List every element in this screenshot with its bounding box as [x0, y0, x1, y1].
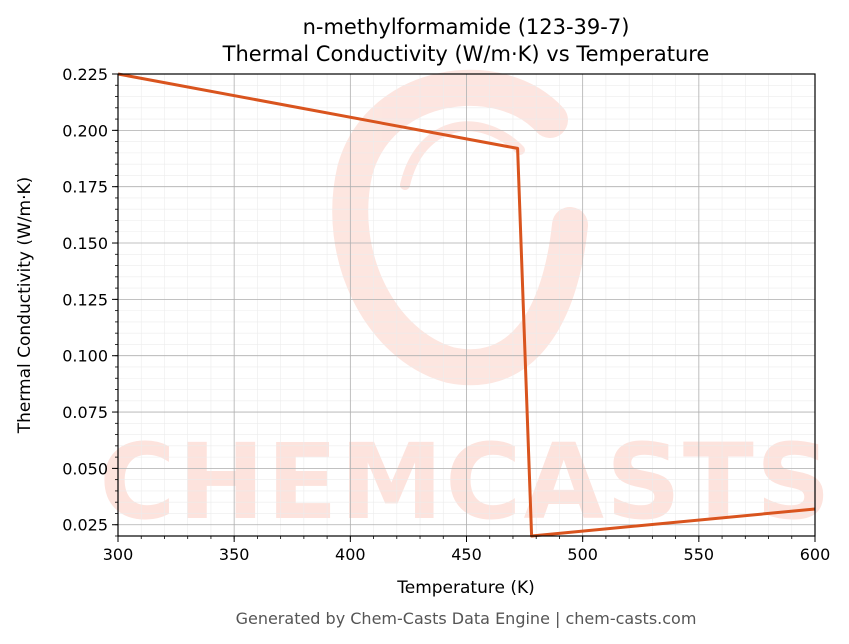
footer-credit: Generated by Chem-Casts Data Engine | ch…: [236, 609, 697, 628]
x-tick-label: 300: [103, 545, 134, 564]
x-axis-label: Temperature (K): [396, 578, 535, 598]
y-tick-label: 0.100: [62, 347, 108, 366]
series-line: [117, 72, 816, 538]
y-axis-label: Thermal Conductivity (W/m·K): [15, 177, 35, 435]
y-tick-label: 0.125: [62, 290, 108, 309]
x-tick-label: 550: [684, 545, 715, 564]
x-tick-label: 450: [451, 545, 482, 564]
x-tick-label: 600: [800, 545, 831, 564]
y-tick-labels: 0.025 0.050 0.075 0.100 0.125 0.150 0.175 0.200…: [62, 65, 108, 535]
y-tick-label: 0.050: [62, 459, 108, 478]
y-tick-label: 0.175: [62, 178, 108, 197]
chart-subtitle: Thermal Conductivity (W/m·K) vs Temperat…: [222, 42, 710, 66]
y-tick-label: 0.225: [62, 65, 108, 84]
y-tick-label: 0.075: [62, 403, 108, 422]
y-tick-label: 0.025: [62, 516, 108, 535]
x-tick-label: 400: [335, 545, 366, 564]
ticks-layer: [112, 73, 816, 542]
x-tick-label: 500: [567, 545, 598, 564]
watermark-text: CHEMCASTS: [99, 421, 832, 543]
x-tick-labels: 300 350 400 450 500 550 600: [103, 545, 831, 564]
series-layer: [117, 72, 816, 538]
x-tick-label: 350: [219, 545, 250, 564]
watermark: CHEMCASTS: [99, 70, 832, 543]
y-tick-label: 0.200: [62, 121, 108, 140]
y-tick-label: 0.150: [62, 234, 108, 253]
chart-title: n-methylformamide (123-39-7): [303, 15, 630, 39]
